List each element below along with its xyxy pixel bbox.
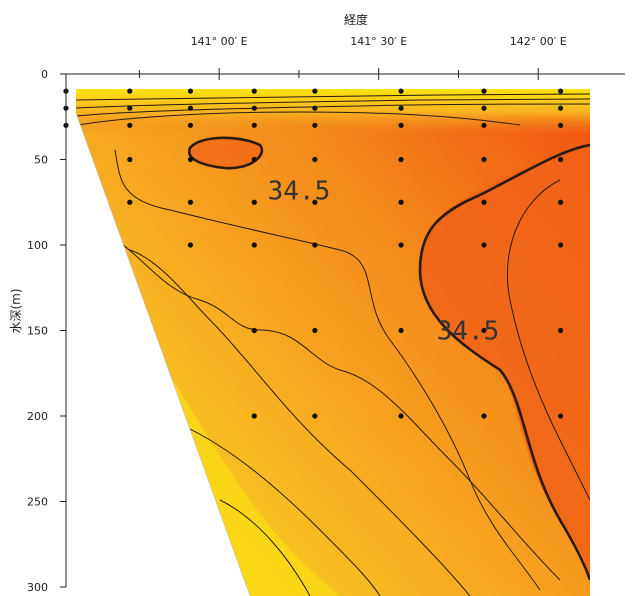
station-point-1-3	[127, 156, 133, 163]
station-point-1-2	[127, 122, 133, 128]
contour-line-7	[129, 249, 471, 596]
contour-label-2: 34.5	[437, 317, 500, 347]
station-point-2-3	[187, 156, 194, 163]
sample-stations	[63, 88, 564, 419]
contour-label-1: 34.5	[268, 176, 331, 206]
station-point-7-0	[557, 88, 564, 94]
y-tick-label-1: 50	[34, 154, 48, 167]
station-point-6-3	[481, 156, 487, 163]
contour-line-4	[77, 111, 521, 126]
station-point-7-4	[557, 199, 564, 205]
station-point-2-0	[187, 88, 194, 94]
station-point-5-2	[398, 122, 404, 128]
x-tick-label-2: 142° 00′ E	[510, 35, 567, 48]
station-point-5-0	[398, 88, 404, 94]
station-point-7-3	[557, 156, 564, 163]
contour-line-8	[169, 419, 381, 596]
x-tick-label-0: 141° 00′ E	[191, 35, 248, 48]
station-point-1-1	[127, 105, 133, 111]
y-tick-label-4: 200	[27, 410, 48, 423]
contour-line-5	[99, 229, 561, 581]
contour-line-10	[506, 179, 590, 501]
y-tick-label-3: 150	[27, 325, 48, 338]
y-axis-title: 水深(m)	[9, 288, 23, 333]
station-point-2-5	[187, 242, 194, 248]
station-point-5-1	[398, 105, 404, 111]
station-point-3-3	[251, 156, 257, 163]
station-point-2-4	[187, 199, 194, 205]
contour-line-2	[76, 98, 590, 109]
station-point-2-1	[187, 105, 194, 111]
station-point-5-5	[398, 242, 404, 248]
station-point-4-5	[312, 242, 318, 248]
axes: 141° 00′ E 141° 30′ E 142° 00′ E 0 50 100 150 2…	[27, 35, 625, 594]
station-point-6-1	[481, 105, 487, 111]
contour-line-6	[114, 149, 541, 591]
station-point-7-1	[557, 105, 564, 111]
station-point-5-3	[398, 156, 404, 163]
station-point-7-2	[557, 122, 564, 128]
station-point-4-4	[312, 199, 318, 205]
high-salinity-core	[420, 145, 590, 580]
station-point-6-6	[481, 327, 487, 334]
contour-line-bold-2	[187, 136, 264, 170]
y-tick-label-0: 0	[41, 68, 48, 81]
station-point-2-2	[187, 122, 194, 128]
y-tick-label-5: 250	[27, 496, 48, 509]
station-point-7-6	[557, 327, 564, 334]
station-point-3-0	[251, 88, 257, 94]
station-point-3-4	[251, 199, 257, 205]
station-point-3-2	[251, 122, 257, 128]
station-point-3-5	[251, 242, 257, 248]
high-salinity-blob	[189, 137, 262, 169]
station-point-5-7	[398, 413, 404, 419]
x-tick-label-1: 141° 30′ E	[350, 35, 407, 48]
contour-line-bold-1	[418, 143, 590, 581]
x-axis-title: 経度	[344, 12, 368, 27]
station-point-7-5	[557, 242, 564, 248]
station-point-6-0	[481, 88, 487, 94]
station-point-1-4	[127, 199, 133, 205]
station-point-4-1	[312, 105, 318, 111]
station-point-4-0	[312, 88, 318, 94]
station-point-6-5	[481, 242, 487, 248]
section-outline	[75, 112, 251, 596]
station-point-7-7	[557, 413, 564, 419]
station-point-6-7	[481, 413, 487, 419]
station-point-3-6	[251, 327, 257, 334]
station-point-4-2	[312, 122, 318, 128]
contour-line-3	[76, 103, 590, 117]
station-point-5-4	[398, 199, 404, 205]
y-tick-label-6: 300	[27, 581, 48, 594]
contour-line-9	[219, 499, 311, 596]
station-point-1-0	[127, 88, 133, 94]
station-point-6-4	[481, 199, 487, 205]
station-point-4-6	[312, 327, 318, 334]
y-tick-label-2: 100	[27, 239, 48, 252]
station-point-4-7	[312, 413, 318, 419]
station-point-5-6	[398, 327, 404, 334]
contour-line-1	[76, 93, 590, 101]
station-point-4-3	[312, 156, 318, 163]
contour-lines	[76, 93, 590, 596]
station-point-6-2	[481, 122, 487, 128]
station-point-3-7	[251, 413, 257, 419]
station-point-3-1	[251, 105, 257, 111]
